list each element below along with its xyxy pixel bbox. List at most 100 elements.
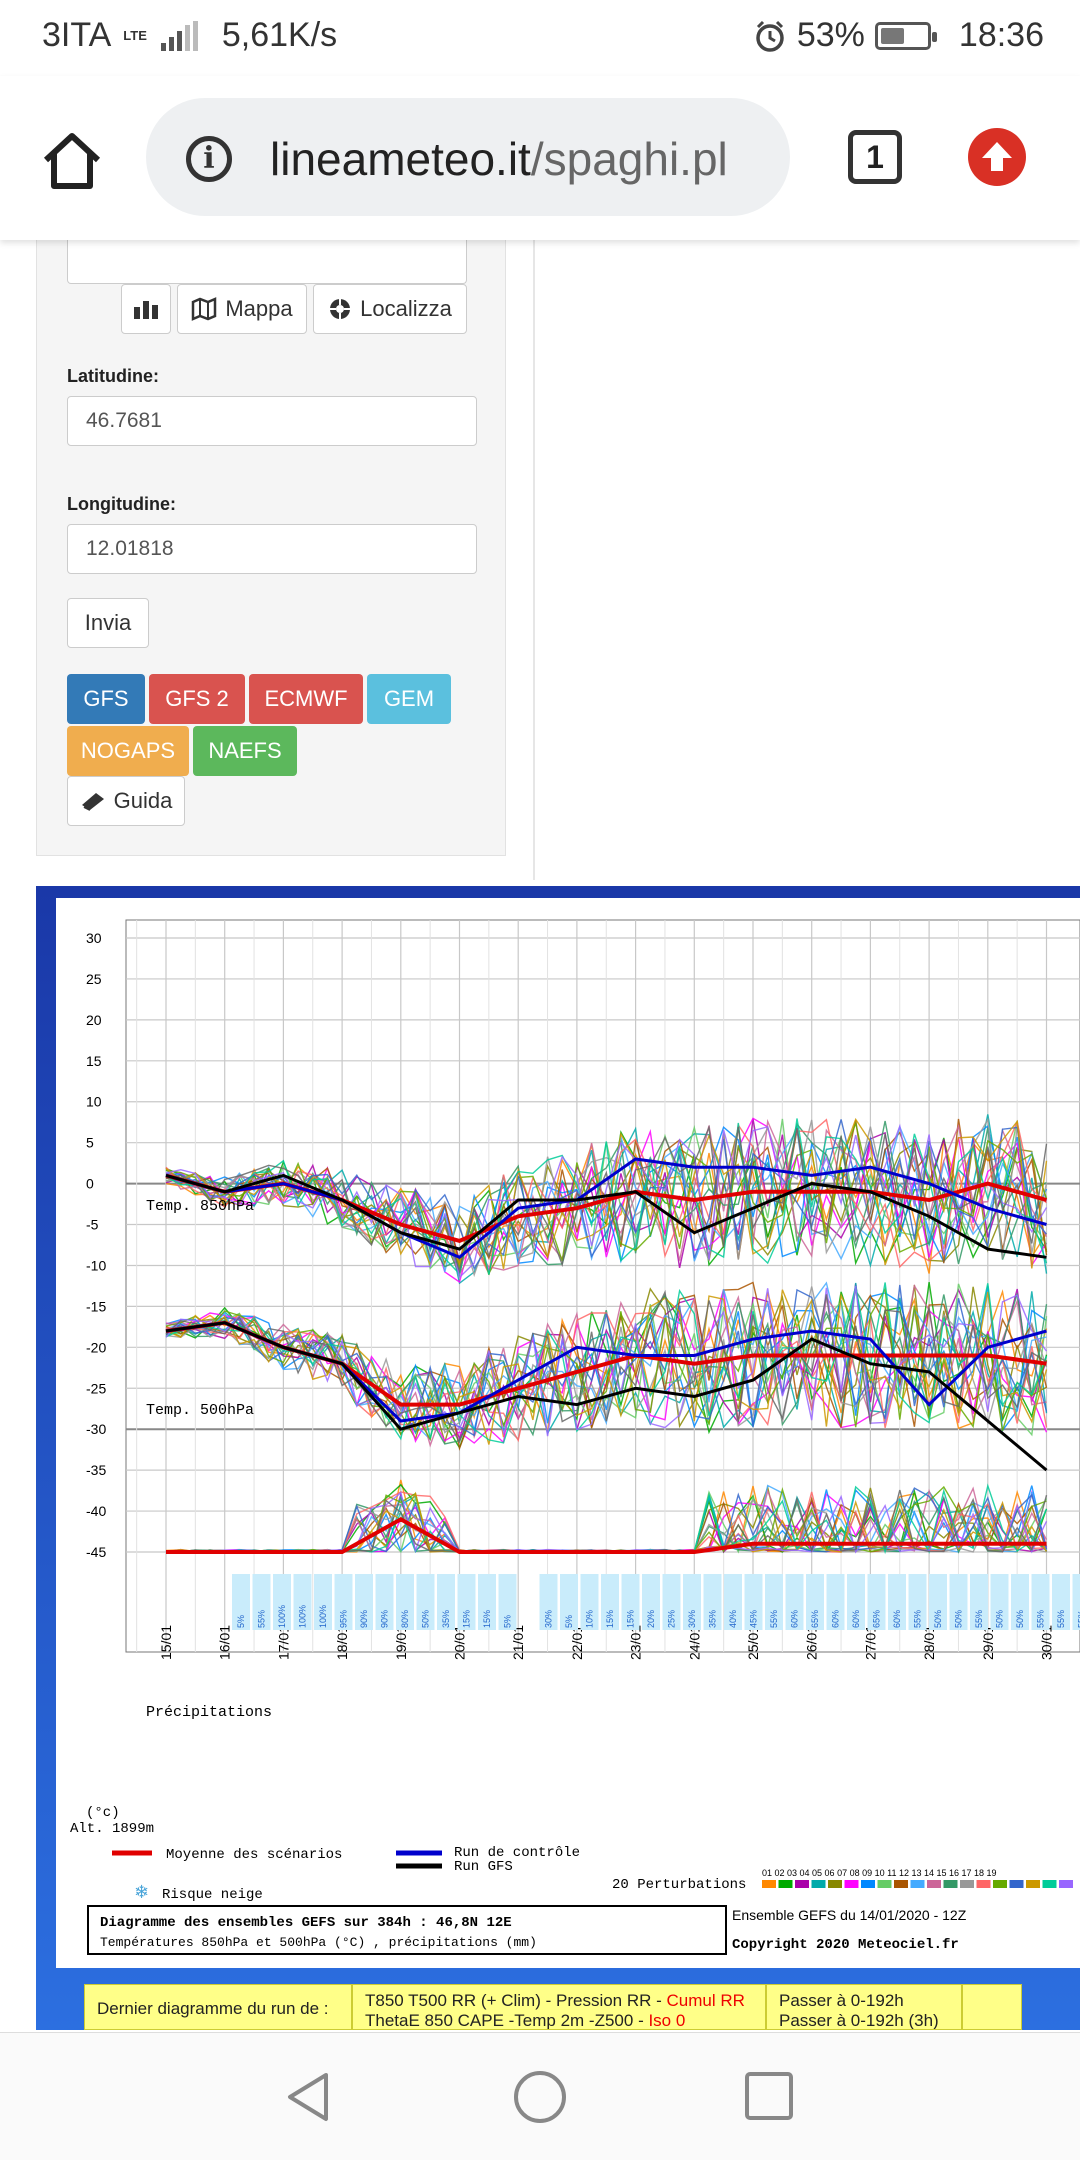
y-tick-label: -5 — [86, 1217, 99, 1233]
home-nav-icon[interactable] — [512, 2069, 568, 2125]
perturbation-line — [165, 1124, 1048, 1274]
temp850-label: Temp. 850hPa — [146, 1198, 254, 1215]
perturbation-line — [165, 1286, 1048, 1441]
perturbation-line — [165, 1282, 1048, 1436]
snow-risk-label: 15% — [462, 1610, 472, 1628]
model-button-gem[interactable]: GEM — [367, 674, 451, 724]
model-button-ecmwf[interactable]: ECMWF — [249, 674, 363, 724]
snow-risk-cell — [457, 1574, 476, 1630]
link-0-192h[interactable]: Passer à 0-192h — [779, 1991, 904, 2010]
submit-button[interactable]: Invia — [67, 598, 149, 648]
url-path: /spaghi.pl — [530, 133, 728, 185]
back-icon[interactable] — [282, 2069, 334, 2125]
y-tick-label: -20 — [86, 1339, 106, 1355]
extra-cell — [962, 1984, 1022, 2030]
links-line1[interactable]: T850 T500 RR (+ Clim) - Pression RR - — [365, 1991, 667, 2010]
tab-switcher-button[interactable]: 1 — [848, 130, 902, 184]
perturbation-line — [165, 1119, 1048, 1271]
update-button[interactable] — [968, 128, 1026, 186]
unit-label: (°c) — [86, 1805, 120, 1821]
clock: 18:36 — [958, 16, 1044, 54]
stats-button[interactable] — [121, 284, 171, 334]
x-tick-label: 26/01 — [804, 1625, 820, 1660]
x-tick-label: 23/01 — [628, 1625, 644, 1660]
snow-risk-cell — [539, 1574, 558, 1630]
perturb-swatch — [910, 1880, 925, 1888]
snow-risk-cell — [601, 1574, 619, 1630]
map-button[interactable]: Mappa — [177, 284, 307, 334]
model-button-nogaps[interactable]: NOGAPS — [67, 726, 189, 776]
url-text[interactable]: lineameteo.it/spaghi.pl — [270, 132, 728, 186]
y-tick-label: 15 — [86, 1053, 102, 1069]
snow-risk-cell — [826, 1574, 845, 1630]
iso0-link[interactable]: Iso 0 — [648, 2011, 686, 2030]
y-tick-label: -35 — [86, 1462, 106, 1478]
bar-chart-icon — [134, 301, 158, 319]
snow-risk-label: 55% — [1036, 1610, 1046, 1628]
snow-risk-label: 40% — [728, 1610, 738, 1628]
perturbation-line — [165, 1289, 1048, 1445]
snow-risk-label: 50% — [954, 1610, 964, 1628]
longitude-input[interactable]: 12.01818 — [67, 524, 477, 574]
perturb-swatch — [828, 1880, 842, 1888]
snow-risk-cell — [949, 1574, 968, 1630]
cumul-rr-link[interactable]: Cumul RR — [666, 1991, 745, 2010]
snow-risk-label: 95% — [339, 1610, 349, 1628]
perturb-swatches — [762, 1880, 1073, 1888]
legend-control: Run de contrôle — [454, 1845, 580, 1861]
snow-risk-label: 65% — [810, 1610, 820, 1628]
snow-risk-label: 35% — [441, 1610, 451, 1628]
snow-risk-row: 5% 55% 100% 100% 100% 95% 90% 90% 80% 50% 35% 15% 15… — [232, 1574, 1080, 1630]
perturb-swatch — [778, 1880, 793, 1888]
snow-risk-cell — [970, 1574, 988, 1630]
snow-risk-label: 80% — [400, 1610, 410, 1628]
location-search-field[interactable] — [67, 240, 467, 284]
recents-icon[interactable] — [744, 2071, 794, 2121]
perturb-swatch — [1009, 1880, 1024, 1888]
home-icon[interactable] — [38, 126, 106, 194]
model-button-naefs[interactable]: NAEFS — [193, 726, 297, 776]
x-tick-label: 21/01 — [510, 1625, 526, 1660]
diagram-links-cell[interactable]: T850 T500 RR (+ Clim) - Pression RR - Cu… — [352, 1984, 766, 2030]
y-tick-label: 0 — [86, 1176, 94, 1192]
info-icon[interactable]: i — [186, 136, 232, 182]
links-line2[interactable]: ThetaE 850 CAPE -Temp 2m -Z500 - — [365, 2011, 649, 2030]
precip-label: Précipitations — [146, 1704, 272, 1721]
location-form-panel: Mappa Localizza Latitudine: 46.7681 Long… — [36, 240, 506, 856]
snow-risk-cell — [765, 1574, 783, 1630]
snow-risk-label: 15% — [482, 1610, 492, 1628]
link-0-192h-3h[interactable]: Passer à 0-192h (3h) — [779, 2011, 939, 2030]
locate-button-label: Localizza — [360, 296, 452, 321]
chart-title: Diagramme des ensembles GEFS sur 384h : … — [100, 1915, 512, 1931]
period-links-cell[interactable]: Passer à 0-192h Passer à 0-192h (3h) — [766, 1984, 962, 2030]
latitude-input[interactable]: 46.7681 — [67, 396, 477, 446]
model-button-gfs2[interactable]: GFS 2 — [149, 674, 245, 724]
perturbation-line — [165, 1284, 1048, 1437]
snow-risk-label: 100% — [318, 1605, 328, 1628]
longitude-label: Longitudine: — [67, 494, 176, 514]
model-button-gfs[interactable]: GFS — [67, 674, 145, 724]
x-tick-label: 24/01 — [686, 1625, 702, 1660]
locate-button[interactable]: Localizza — [313, 284, 467, 334]
address-bar[interactable]: i lineameteo.it/spaghi.pl — [146, 98, 790, 216]
snow-risk-label: 5% — [503, 1615, 513, 1628]
snow-risk-cell — [744, 1574, 763, 1630]
snow-risk-cell — [1052, 1574, 1070, 1630]
y-tick-label: 30 — [86, 930, 102, 946]
series-line-pr-cipitations-moyenne-des-sc-narios — [166, 1517, 1047, 1554]
snow-risk-label: 30% — [544, 1610, 554, 1628]
perturb-swatch — [861, 1880, 875, 1888]
perturb-swatch — [811, 1880, 826, 1888]
x-tick-label: 30/01 — [1039, 1625, 1055, 1660]
snow-risk-label: 55% — [1056, 1610, 1066, 1628]
x-tick-label: 16/01 — [217, 1625, 233, 1660]
last-run-cell: Dernier diagramme du run de : — [84, 1984, 352, 2030]
network-speed: 5,61K/s — [221, 16, 338, 54]
perturbation-line — [165, 1282, 1048, 1444]
snow-risk-cell — [375, 1574, 394, 1630]
run-info: Ensemble GEFS du 14/01/2020 - 12Z — [732, 1907, 967, 1923]
crosshair-icon — [330, 299, 351, 319]
plot-border — [125, 919, 1080, 1653]
guide-button[interactable]: Guida — [67, 776, 185, 826]
perturbation-line — [165, 1285, 1048, 1437]
